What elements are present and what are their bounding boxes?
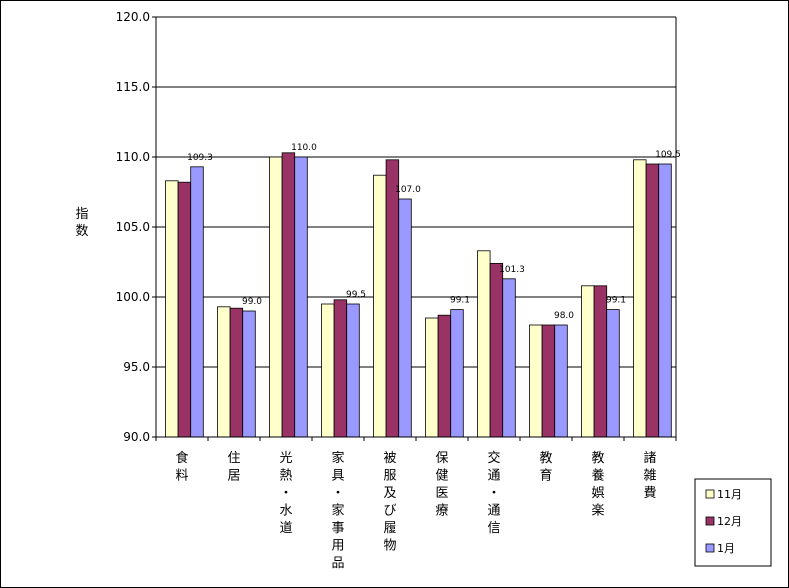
bar-2-9 bbox=[593, 285, 608, 438]
y-tick-label: 110.0 bbox=[116, 150, 150, 164]
y-tick-label: 105.0 bbox=[116, 220, 150, 234]
bar-3-3 bbox=[294, 156, 308, 438]
y-tick-label: 90.0 bbox=[123, 430, 150, 444]
bar-1-7 bbox=[477, 250, 491, 438]
data-label: 99.1 bbox=[606, 296, 626, 306]
category-label: 光熱・水道 bbox=[279, 451, 292, 536]
bar-2-3 bbox=[281, 152, 296, 438]
bar-2-2 bbox=[229, 307, 244, 438]
bar-1-8 bbox=[529, 324, 543, 438]
bar-3-1 bbox=[190, 166, 204, 438]
data-label: 99.5 bbox=[346, 290, 366, 300]
data-label: 101.3 bbox=[499, 265, 525, 275]
legend-label: 1月 bbox=[717, 542, 735, 555]
bar-2-5 bbox=[385, 159, 400, 438]
category-labels: 食料 住居 光熱・水道 家具・家事用品 被服及び履物 保健医療 交通・通信 教育 教養娯楽 諸雑費 bbox=[175, 450, 656, 571]
category-label: 交通・通信 bbox=[487, 450, 500, 536]
legend-swatch bbox=[705, 489, 715, 499]
bar-1-9 bbox=[581, 285, 595, 438]
bar-1-3 bbox=[269, 156, 283, 438]
data-label: 109.3 bbox=[187, 153, 213, 163]
legend-label: 12月 bbox=[717, 515, 742, 528]
bar-3-8 bbox=[554, 324, 568, 438]
category-label: 被服及び履物 bbox=[383, 451, 396, 554]
bar-3-4 bbox=[346, 303, 360, 438]
bar-2-6 bbox=[437, 314, 452, 438]
category-label: 教育 bbox=[539, 450, 552, 484]
bar-2-10 bbox=[645, 163, 660, 438]
bar-3-5 bbox=[398, 198, 412, 438]
bar-2-7 bbox=[489, 262, 504, 438]
legend-label: 11月 bbox=[717, 488, 742, 501]
legend-swatch bbox=[705, 543, 715, 553]
y-tick-label: 100.0 bbox=[116, 290, 150, 304]
legend-swatch bbox=[705, 516, 715, 526]
data-label: 98.0 bbox=[554, 311, 574, 321]
category-label: 教養娯楽 bbox=[591, 450, 604, 519]
data-label: 107.0 bbox=[395, 185, 421, 195]
data-label: 110.0 bbox=[291, 143, 317, 153]
bar-1-2 bbox=[217, 306, 231, 438]
y-tick-labels: 120.0 115.0 110.0 105.0 100.0 95.0 90.0 bbox=[116, 10, 150, 444]
bar-1-5 bbox=[373, 174, 387, 438]
y-tick-label: 95.0 bbox=[123, 360, 150, 374]
y-tick-label: 115.0 bbox=[116, 80, 150, 94]
category-label: 保健医療 bbox=[435, 451, 448, 519]
data-labels: 109.3 99.0 110.0 99.5 107.0 99.1 101.3 98.0 99.1… bbox=[187, 143, 681, 321]
bar-3-10 bbox=[658, 163, 672, 438]
bar-1-1 bbox=[165, 180, 179, 438]
y-tick-label: 120.0 bbox=[116, 10, 150, 24]
data-label: 99.0 bbox=[242, 297, 262, 307]
category-label: 家具・家事用品 bbox=[331, 450, 344, 571]
legend: 11月 12月 1月 bbox=[694, 478, 772, 567]
category-label: 住居 bbox=[227, 451, 240, 484]
category-label: 食料 bbox=[175, 450, 188, 484]
axes bbox=[152, 16, 677, 441]
y-axis-title: 指数 bbox=[75, 207, 88, 239]
data-label: 99.1 bbox=[450, 296, 470, 306]
bar-2-8 bbox=[541, 324, 556, 438]
bar-3-6 bbox=[450, 309, 464, 438]
bar-1-10 bbox=[633, 159, 647, 438]
bar-3-7 bbox=[502, 278, 516, 438]
y-axis-label: 指数 bbox=[75, 207, 88, 239]
data-label: 109.5 bbox=[655, 150, 681, 160]
bar-2-4 bbox=[333, 299, 348, 438]
bar-3-2 bbox=[242, 310, 256, 438]
bar-1-6 bbox=[425, 317, 439, 438]
category-label: 諸雑費 bbox=[643, 450, 656, 501]
bar-3-9 bbox=[606, 309, 620, 438]
bar-2-1 bbox=[177, 181, 192, 438]
bars bbox=[165, 152, 672, 438]
bar-1-4 bbox=[321, 303, 335, 438]
